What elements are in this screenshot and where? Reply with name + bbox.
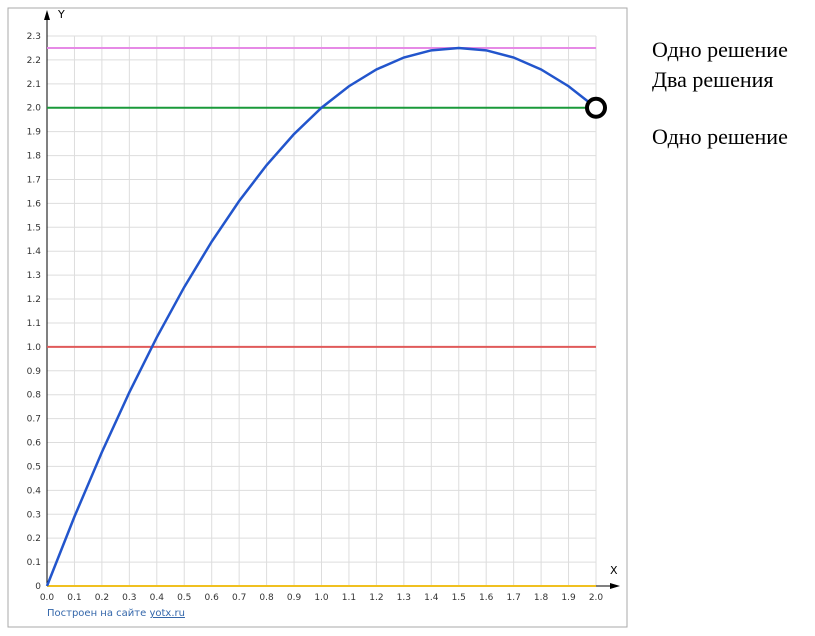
annotation: Два решения <box>652 67 774 92</box>
x-tick-label: 1.8 <box>534 593 549 603</box>
x-axis-arrow <box>610 583 620 589</box>
y-tick-label: 1.1 <box>27 319 41 329</box>
annotation: Одно решение <box>652 124 788 149</box>
open-point <box>585 96 607 119</box>
x-tick-label: 1.4 <box>424 593 439 603</box>
annotation: Одно решение <box>652 37 788 62</box>
x-tick-label: 1.5 <box>452 593 466 603</box>
y-tick-label: 0.9 <box>27 367 42 377</box>
y-tick-label: 1.4 <box>27 247 42 257</box>
y-axis-arrow <box>44 10 50 20</box>
y-tick-label: 0.5 <box>27 462 41 472</box>
x-tick-label: 1.7 <box>506 593 520 603</box>
x-tick-label: 1.6 <box>479 593 494 603</box>
y-tick-label: 1.0 <box>27 343 42 353</box>
x-tick-label: 1.3 <box>397 593 411 603</box>
frame <box>7 7 628 628</box>
x-tick-label: 0.7 <box>232 593 246 603</box>
y-tick-label: 0.2 <box>27 534 41 544</box>
x-tick-label: 1.0 <box>314 593 329 603</box>
y-tick-label: 1.3 <box>27 271 41 281</box>
x-axis-label: X <box>610 564 618 577</box>
y-tick-label: 0 <box>35 582 41 592</box>
y-tick-label: 0.1 <box>27 558 41 568</box>
x-tick-label: 0.9 <box>287 593 302 603</box>
y-tick-label: 1.9 <box>27 128 42 138</box>
y-tick-label: 2.0 <box>27 104 42 114</box>
y-tick-label: 1.2 <box>27 295 41 305</box>
credit: Построен на сайте yotx.ru <box>47 608 185 619</box>
x-tick-label: 0.1 <box>67 593 81 603</box>
credit-link[interactable]: yotx.ru <box>149 608 185 619</box>
x-tick-label: 0.4 <box>150 593 165 603</box>
x-tick-label: 2.0 <box>589 593 604 603</box>
y-tick-label: 1.7 <box>27 175 41 185</box>
y-tick-label: 1.6 <box>27 199 42 209</box>
y-tick-label: 1.5 <box>27 223 41 233</box>
y-tick-label: 0.3 <box>27 510 41 520</box>
y-tick-label: 0.8 <box>27 391 42 401</box>
x-tick-label: 1.2 <box>369 593 383 603</box>
y-axis-label: Y <box>57 8 65 21</box>
x-tick-label: 0.0 <box>40 593 55 603</box>
y-tick-label: 0.7 <box>27 415 41 425</box>
x-tick-label: 1.1 <box>342 593 356 603</box>
y-tick-label: 2.1 <box>27 80 41 90</box>
y-tick-label: 0.6 <box>27 439 42 449</box>
curve <box>45 46 597 587</box>
y-tick-label: 2.3 <box>27 32 41 42</box>
x-tick-label: 0.2 <box>95 593 109 603</box>
x-tick-label: 0.6 <box>205 593 220 603</box>
credit-text: Построен на сайте <box>47 608 146 619</box>
x-tick-label: 1.9 <box>561 593 576 603</box>
y-tick-label: 0.4 <box>27 486 42 496</box>
y-tick-label: 1.8 <box>27 152 42 162</box>
x-tick-label: 0.8 <box>259 593 274 603</box>
x-tick-label: 0.5 <box>177 593 191 603</box>
y-tick-label: 2.2 <box>27 56 41 66</box>
x-tick-label: 0.3 <box>122 593 136 603</box>
